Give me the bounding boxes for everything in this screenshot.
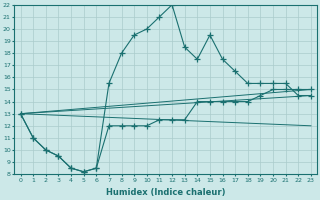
X-axis label: Humidex (Indice chaleur): Humidex (Indice chaleur) <box>106 188 226 197</box>
